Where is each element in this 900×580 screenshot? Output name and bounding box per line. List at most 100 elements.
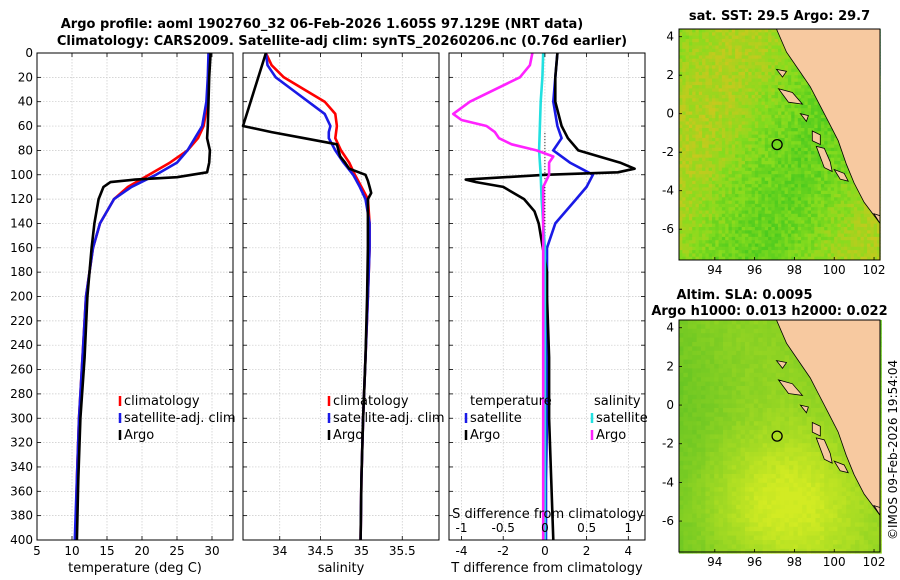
map-cell	[745, 324, 750, 330]
map-cell	[740, 324, 746, 330]
map-cell	[721, 144, 726, 149]
map-cell	[764, 121, 769, 126]
map-cell	[830, 223, 835, 228]
map-cell	[682, 220, 686, 225]
map-cell	[702, 131, 706, 135]
map-cell	[784, 154, 789, 159]
map-cell	[682, 154, 686, 159]
map-cell	[778, 174, 782, 178]
map-cell	[679, 194, 683, 198]
map-cell	[745, 233, 749, 238]
map-cell	[712, 167, 716, 172]
map-cell	[718, 170, 723, 175]
map-cell	[751, 78, 756, 83]
map-cell	[754, 161, 759, 165]
map-cell	[784, 161, 789, 165]
map-cell	[682, 167, 686, 172]
map-cell	[685, 250, 690, 254]
map-cell	[709, 320, 715, 325]
map-cell	[718, 157, 723, 162]
map-cell	[761, 98, 766, 102]
map-cell	[778, 167, 782, 172]
map-cell	[685, 147, 690, 152]
map-cell	[771, 91, 776, 96]
map-cell	[784, 108, 789, 112]
map-cell	[751, 137, 756, 142]
map-cell	[698, 45, 703, 50]
map-cell	[873, 253, 878, 258]
map-cell	[827, 184, 832, 188]
map-cell	[692, 253, 696, 258]
map-cell	[718, 164, 723, 168]
map-cell	[827, 170, 832, 175]
map-cell	[718, 177, 723, 182]
map-cell	[708, 250, 713, 254]
map-cell	[850, 220, 855, 225]
map-cell	[787, 121, 792, 126]
map-cell	[738, 68, 743, 73]
map-cell	[751, 65, 756, 69]
map-cell	[771, 167, 776, 172]
map-cell	[811, 118, 815, 122]
map-cell	[751, 101, 756, 106]
map-cell	[725, 246, 729, 251]
map-cell	[708, 75, 713, 79]
map-cell	[708, 246, 713, 251]
map-cell	[784, 98, 789, 102]
map-cell	[830, 131, 835, 135]
map-cell	[728, 240, 733, 244]
map-cell	[820, 223, 825, 228]
map-cell	[685, 200, 690, 205]
map-cell	[738, 154, 743, 159]
map-cell	[830, 233, 835, 238]
map-cell	[718, 108, 723, 112]
map-cell	[745, 200, 749, 205]
map-cell	[679, 200, 683, 205]
map-cell	[801, 177, 805, 182]
map-cell	[679, 337, 684, 343]
map-cell	[692, 333, 697, 338]
map-cell	[685, 256, 690, 261]
map-cell	[731, 128, 736, 132]
map-cell	[721, 32, 726, 36]
map-cell	[781, 144, 785, 149]
map-cell	[801, 240, 805, 244]
map-cell	[695, 71, 700, 76]
map-cell	[725, 250, 729, 254]
map-cell	[679, 167, 683, 172]
map-cell	[701, 342, 706, 347]
map-cell	[797, 121, 802, 126]
map-cell	[728, 194, 733, 198]
map-cell	[687, 320, 693, 325]
map-cell	[847, 190, 851, 195]
map-cell	[771, 52, 776, 56]
map-cell	[761, 128, 766, 132]
map-cell	[873, 256, 878, 261]
map-cell	[860, 223, 865, 228]
map-cell	[705, 253, 710, 258]
map-cell	[725, 55, 729, 60]
map-cell	[794, 164, 799, 168]
map-cell	[753, 324, 759, 330]
map-cell	[692, 177, 696, 182]
map-cell	[807, 230, 812, 234]
map-cell	[784, 131, 789, 135]
map-cell	[745, 167, 749, 172]
map-cell	[685, 42, 690, 46]
map-cell	[801, 88, 805, 93]
map-cell	[718, 184, 723, 188]
map-cell	[688, 95, 693, 99]
map-cell	[867, 227, 871, 231]
map-cell	[787, 210, 792, 215]
map-cell	[827, 124, 832, 129]
map-cell	[731, 141, 736, 145]
map-cell	[721, 38, 726, 43]
map-cell	[731, 213, 736, 218]
map-cell	[837, 180, 842, 185]
map-cell	[775, 346, 781, 352]
map-cell	[791, 157, 795, 162]
map-cell	[718, 85, 723, 89]
map-cell	[702, 197, 706, 201]
map-cell	[735, 227, 739, 231]
map-cell	[702, 144, 706, 149]
